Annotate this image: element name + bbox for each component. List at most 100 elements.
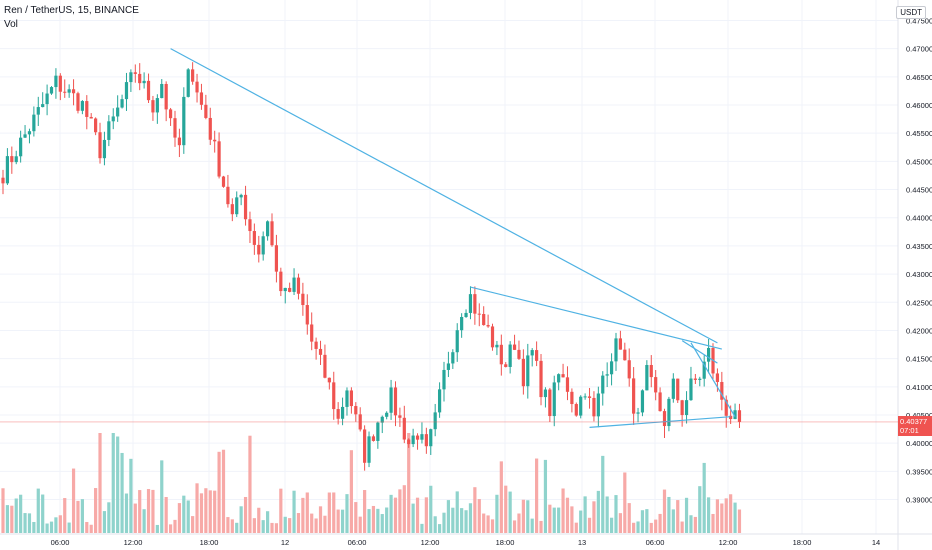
price-tick-label: 0.40500 (906, 411, 932, 420)
candle-body (124, 82, 129, 100)
time-tick-label: 12:00 (124, 538, 143, 547)
candle-body (632, 378, 636, 414)
volume-bar (155, 524, 159, 533)
volume-bar (270, 522, 274, 533)
candle-body (420, 434, 424, 440)
volume-bar (340, 509, 345, 533)
volume-bar (512, 520, 517, 533)
volume-bar (446, 500, 451, 533)
candle-body (208, 117, 212, 140)
candle-body (191, 69, 195, 82)
candle-body (521, 358, 525, 387)
candle-body (601, 375, 605, 394)
volume-bar (177, 503, 181, 533)
candle-body (345, 390, 349, 407)
trendline[interactable] (170, 48, 718, 344)
volume-bar (129, 458, 133, 533)
candle-body (67, 89, 71, 93)
volume-bar (243, 496, 248, 533)
volume-bar (437, 524, 442, 533)
volume-bar (182, 495, 186, 533)
candle-body (80, 101, 84, 111)
volume-bar (539, 520, 543, 533)
candle-body (437, 389, 442, 413)
candle-body (389, 387, 393, 413)
candle-body (473, 294, 477, 314)
candle-body (10, 156, 14, 163)
candle-body (627, 360, 631, 379)
price-tick-label: 0.41000 (906, 383, 932, 392)
volume-bar (640, 510, 645, 533)
candle-body (446, 363, 451, 370)
volume-bar (318, 506, 323, 533)
volume-bar (164, 497, 168, 533)
candle-body (587, 396, 592, 398)
volume-bar (486, 515, 490, 533)
volume-bar (398, 489, 402, 533)
trendline[interactable] (690, 342, 736, 417)
volume-bar (195, 483, 199, 533)
price-tick-label: 0.44500 (906, 186, 932, 195)
volume-bar (504, 485, 508, 533)
volume-bar (32, 521, 36, 533)
volume-bar (41, 494, 45, 533)
volume-bar (146, 489, 151, 533)
volume-bar (508, 491, 512, 533)
candle-body (32, 114, 36, 132)
volume-bar (468, 503, 473, 533)
volume-bar (292, 490, 296, 533)
volume-bar (684, 497, 689, 533)
trendline[interactable] (470, 286, 722, 350)
candle-body (239, 194, 243, 198)
volume-bar (191, 516, 195, 533)
candle-body (327, 377, 331, 383)
candle-body (182, 96, 186, 146)
candle-body (270, 221, 274, 246)
volume-bar (14, 498, 18, 533)
volume-bar (618, 513, 622, 533)
candle-body (662, 411, 667, 427)
candle-body (98, 132, 102, 159)
time-tick-label: 18:00 (793, 538, 812, 547)
candle-body (164, 83, 168, 110)
candle-body (548, 389, 552, 417)
volume-bar (85, 521, 89, 533)
volume-bar (530, 518, 534, 533)
candle-body (305, 305, 309, 325)
volume-bar (671, 509, 675, 533)
volume-bar (332, 492, 336, 533)
volume-bar (160, 460, 164, 533)
price-tick-label: 0.46000 (906, 101, 932, 110)
candle-body (5, 156, 10, 184)
candle-body (226, 186, 230, 205)
candle-body (217, 141, 221, 177)
trendline[interactable] (681, 340, 718, 364)
candle-body (155, 98, 159, 113)
candle-body (433, 412, 437, 430)
candle-body (310, 324, 314, 342)
candle-body (645, 364, 649, 391)
volume-bar (605, 496, 609, 533)
candle-body (676, 378, 680, 401)
volume-bar (186, 500, 190, 533)
price-tick-label: 0.42000 (906, 326, 932, 335)
price-tick-label: 0.39500 (906, 467, 932, 476)
candle-body (266, 221, 270, 237)
currency-button[interactable]: USDT (896, 6, 926, 19)
candle-body (702, 361, 706, 379)
candle-body (512, 344, 517, 350)
volume-bar (698, 486, 702, 533)
volume-bar (80, 499, 84, 533)
volume-bar (460, 508, 464, 533)
time-tick-label: 06:00 (348, 538, 367, 547)
volume-bar (623, 472, 627, 533)
volume-bar (98, 433, 102, 533)
candle-body (614, 338, 618, 362)
candle-body (292, 277, 296, 292)
price-tick-label: 0.47500 (906, 16, 932, 25)
volume-bar (336, 509, 340, 533)
volume-bar (345, 494, 349, 533)
volume-bar (354, 502, 358, 533)
